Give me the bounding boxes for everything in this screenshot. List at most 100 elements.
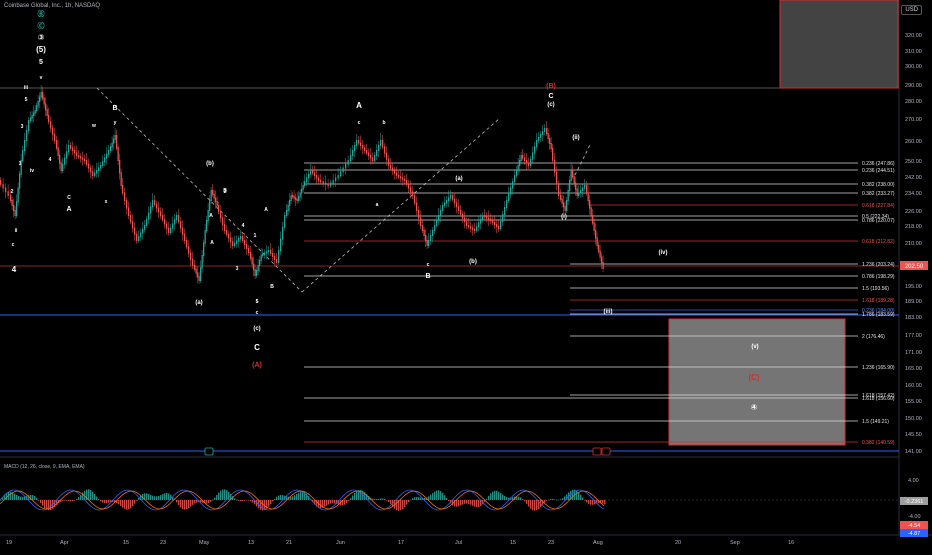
candle-body xyxy=(256,270,257,276)
candle-body xyxy=(255,269,256,276)
candle-body xyxy=(112,143,113,148)
price-tick: 280.00 xyxy=(905,99,922,105)
candle-body xyxy=(86,160,87,165)
macd-histogram-bar xyxy=(376,499,377,500)
candle-body xyxy=(154,200,155,205)
candle-body xyxy=(222,218,223,225)
candle-body xyxy=(310,170,311,175)
candle-body xyxy=(232,241,233,246)
candle-body xyxy=(601,257,602,264)
candle-body xyxy=(376,150,377,156)
fib-label: 1.5 (193.56) xyxy=(862,286,889,292)
wave-label: 2 xyxy=(224,189,227,195)
candle-body xyxy=(565,206,566,211)
candle-body xyxy=(266,251,267,253)
fib-label: 1.618 (189.28) xyxy=(862,298,895,304)
macd-line xyxy=(548,509,550,510)
candle-body xyxy=(524,158,525,162)
macd-histogram-bar xyxy=(506,497,507,500)
price-tick: 250.00 xyxy=(905,159,922,165)
currency-button[interactable]: USD xyxy=(901,5,922,15)
candle-body xyxy=(118,148,119,162)
macd-histogram-bar xyxy=(122,500,123,508)
candle-body xyxy=(12,200,13,206)
candle-body xyxy=(140,233,141,238)
candle-body xyxy=(314,173,315,177)
macd-histogram-bar xyxy=(118,500,119,504)
marker-green[interactable] xyxy=(205,448,213,455)
macd-histogram-bar xyxy=(328,500,329,504)
macd-histogram-bar xyxy=(300,492,301,500)
candle-body xyxy=(212,190,213,195)
candle-body xyxy=(490,219,491,221)
candle-body xyxy=(396,173,397,177)
candle-body xyxy=(480,219,481,224)
marker-red-2[interactable] xyxy=(602,448,610,455)
candle-body xyxy=(211,190,212,201)
candle-body xyxy=(422,225,423,231)
macd-histogram-bar xyxy=(420,498,421,500)
time-tick: 13 xyxy=(248,540,254,546)
candle-body xyxy=(597,238,598,247)
macd-histogram-bar xyxy=(356,491,357,500)
candle-body xyxy=(203,243,204,257)
macd-histogram-bar xyxy=(262,500,263,510)
candle-body xyxy=(182,228,183,235)
macd-histogram-bar xyxy=(456,500,457,507)
macd-histogram-bar xyxy=(196,500,197,503)
candle-body xyxy=(556,172,557,185)
candle-body xyxy=(100,165,101,169)
wave-label: ④ xyxy=(751,403,758,412)
macd-histogram-bar xyxy=(92,492,93,500)
candle-body xyxy=(68,145,69,152)
candle-body xyxy=(292,195,293,197)
wave-label: 4 xyxy=(12,265,17,274)
candle-body xyxy=(506,200,507,208)
macd-histogram-bar xyxy=(496,491,497,500)
marker-red-1[interactable] xyxy=(593,448,601,455)
candle-body xyxy=(122,185,123,194)
macd-histogram-bar xyxy=(474,500,475,507)
candle-body xyxy=(578,193,579,197)
macd-histogram-bar xyxy=(18,496,19,500)
time-tick: 23 xyxy=(548,540,554,546)
candle-body xyxy=(569,180,570,191)
macd-histogram-bar xyxy=(210,500,211,502)
price-tick: 260.00 xyxy=(905,139,922,145)
wave-label: (B) xyxy=(546,83,556,90)
candle-body xyxy=(442,205,443,211)
macd-histogram-bar xyxy=(556,500,557,501)
macd-histogram-bar xyxy=(522,499,523,500)
wave-label: 1 xyxy=(254,233,257,239)
candle-body xyxy=(514,175,515,182)
wave-label: (ii) xyxy=(572,135,579,141)
candle-body xyxy=(390,165,391,169)
candle-body xyxy=(200,268,201,282)
macd-histogram-bar xyxy=(74,500,75,501)
candle-body xyxy=(76,153,77,157)
wave-label: 5 xyxy=(256,299,259,305)
candle-body xyxy=(214,194,215,199)
macd-histogram-bar xyxy=(192,500,193,505)
candle-body xyxy=(410,188,411,193)
macd-histogram-bar xyxy=(14,494,15,500)
candle-body xyxy=(572,170,573,177)
fib-label: 0.786 (220.07) xyxy=(862,218,895,224)
target-box-upper xyxy=(780,0,898,88)
signal-line xyxy=(472,491,474,492)
candle-body xyxy=(16,201,17,216)
candle-body xyxy=(5,188,6,193)
macd-line xyxy=(322,509,324,510)
macd-histogram-bar xyxy=(592,500,593,505)
macd-histogram-bar xyxy=(72,500,73,501)
candle-body xyxy=(510,188,511,195)
macd-histogram-bar xyxy=(276,497,277,500)
candle-body xyxy=(518,165,519,171)
candle-body xyxy=(8,191,9,196)
macd-histogram-bar xyxy=(156,496,157,500)
candle-body xyxy=(196,269,197,274)
candle-body xyxy=(294,196,295,198)
